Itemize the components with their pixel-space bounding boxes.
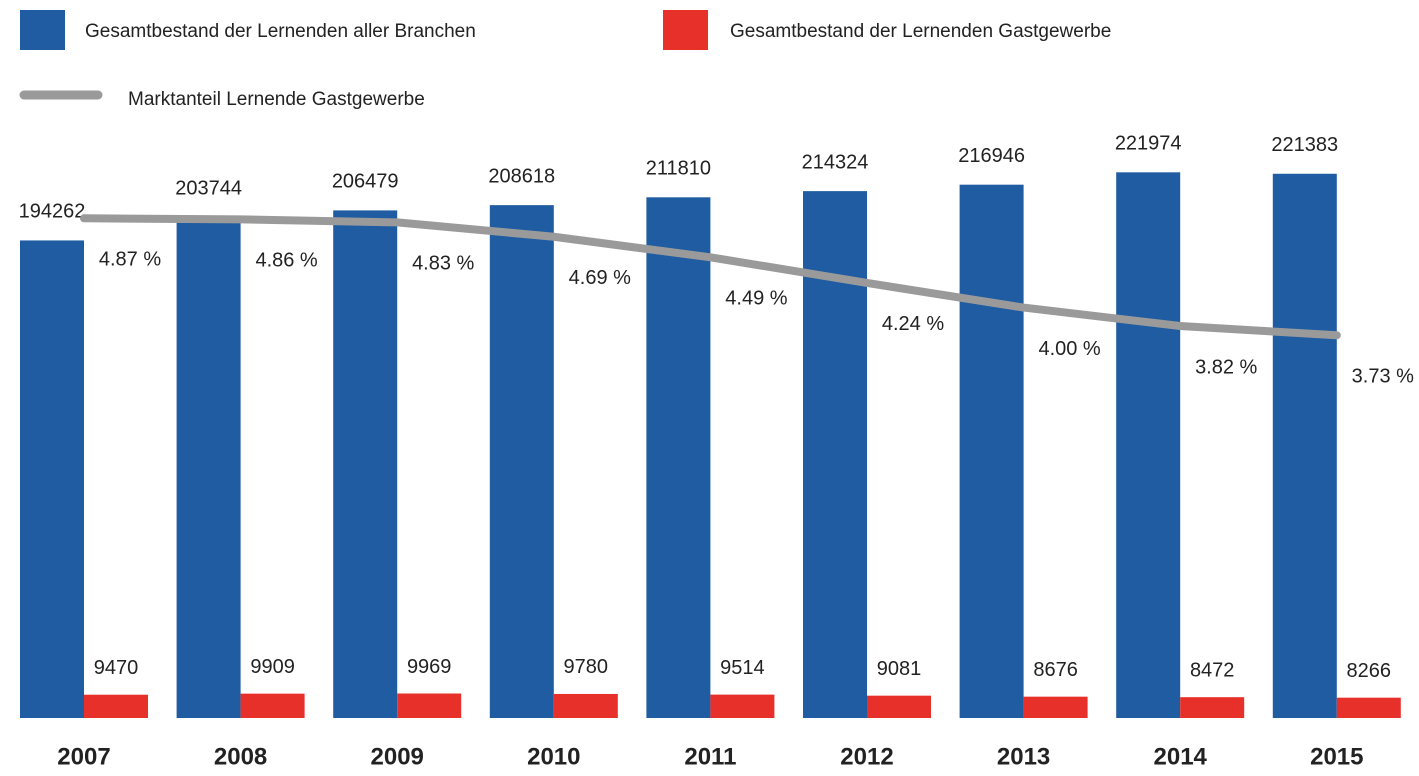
bar [1023,696,1088,718]
data-label: 4.86 % [255,250,317,272]
bar [867,695,931,718]
data-label: 206479 [332,171,399,193]
data-label: 9780 [564,656,609,678]
bar [489,205,554,719]
data-label: 8266 [1347,660,1392,682]
x-tick-label: 2012 [840,743,893,770]
data-label: 4.87 % [99,249,161,271]
data-label: 216946 [958,145,1025,167]
data-label: 4.83 % [412,253,474,275]
bar [1116,172,1181,719]
bar [553,693,618,718]
x-tick-label: 2013 [997,743,1050,770]
data-label: 3.82 % [1195,356,1257,378]
data-label: 221383 [1271,134,1338,156]
bar [710,694,775,718]
bar [1272,173,1337,718]
x-tick-label: 2014 [1154,743,1208,770]
bar [1336,697,1401,718]
bar [1180,697,1245,718]
line [80,214,1341,340]
legend-swatch [663,10,708,50]
data-label: 221974 [1115,133,1182,155]
data-label: 4.49 % [725,288,787,310]
data-label: 9470 [94,657,139,679]
legend-label: Gesamtbestand der Lernenden Gastgewerbe [730,21,1111,42]
data-label: 4.00 % [1038,338,1100,360]
bar [20,240,84,718]
data-label: 9081 [877,658,922,680]
data-label: 9909 [250,656,295,678]
bar [176,217,241,718]
data-label: 8676 [1033,659,1078,681]
bar [646,197,711,718]
x-tick-label: 2009 [371,743,424,770]
data-label: 4.69 % [569,267,631,289]
x-tick-label: 2010 [527,743,580,770]
legend-label: Gesamtbestand der Lernenden aller Branch… [85,21,476,42]
legend-label: Marktanteil Lernende Gastgewerbe [128,89,425,110]
data-label: 194262 [19,201,86,223]
x-tick-label: 2011 [684,743,736,770]
data-label: 9514 [720,657,765,679]
bar [84,694,148,718]
data-label: 203744 [175,177,242,199]
bar [959,184,1024,718]
bar [333,210,398,718]
data-label: 3.73 % [1352,366,1414,388]
data-label: 9969 [407,656,452,678]
data-label: 211810 [646,158,711,180]
x-tick-label: 2015 [1310,743,1363,770]
data-label: 8472 [1190,659,1235,681]
bar [240,693,305,718]
x-tick-label: 2007 [57,743,110,770]
bar [397,693,462,718]
data-label: 208618 [488,165,555,187]
legend-swatch [20,10,65,50]
data-label: 4.24 % [882,313,944,335]
data-label: 214324 [802,151,869,173]
x-tick-label: 2008 [214,743,267,770]
